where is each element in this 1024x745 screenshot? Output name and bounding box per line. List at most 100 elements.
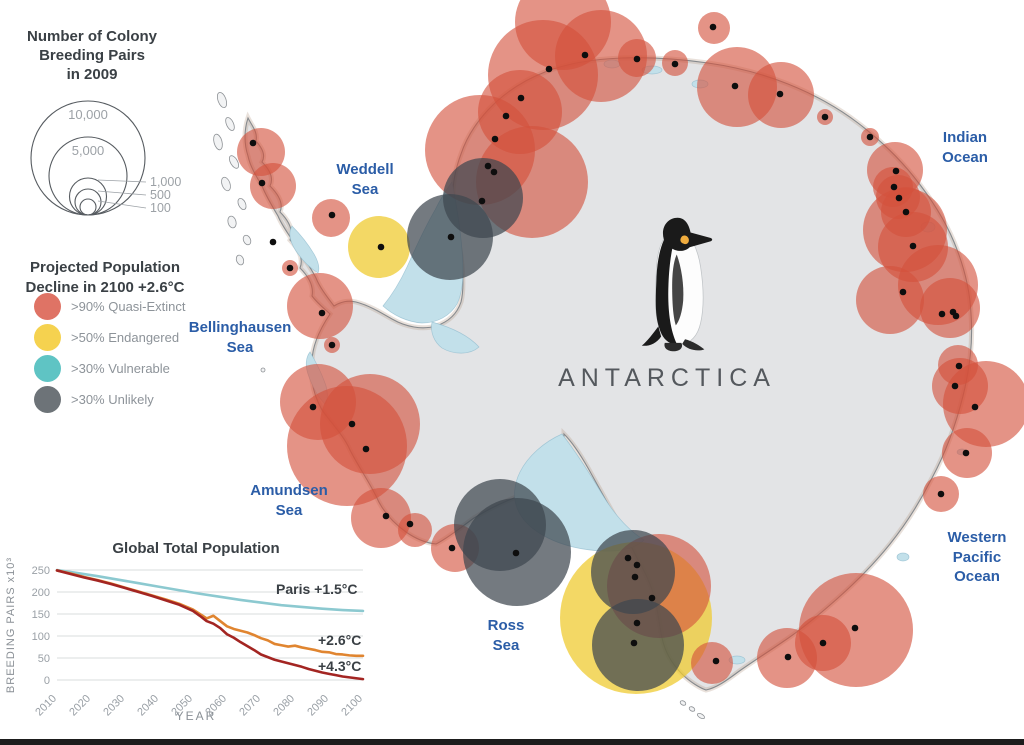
- legend-item-unlikely: >30% Unlikely: [34, 385, 186, 413]
- colony-dot: [902, 208, 910, 216]
- size-legend-label: 1,000: [150, 175, 181, 189]
- size-legend-title: Number of Colony Breeding Pairs in 2009: [27, 28, 157, 83]
- x-tick-label: 2100: [339, 693, 365, 719]
- quasi-extinct-swatch-icon: [34, 292, 61, 320]
- colony-circle: [250, 163, 296, 209]
- colony-dot: [952, 312, 960, 320]
- sea-label-western-pacific: Western Pacific Ocean: [947, 529, 1007, 585]
- colony-dot: [286, 264, 294, 272]
- colony-dot: [362, 445, 370, 453]
- colony-dot: [517, 94, 525, 102]
- colony-dot: [671, 60, 679, 68]
- colony-circle: [351, 488, 411, 548]
- series-line: [55, 568, 365, 613]
- colony-dot: [819, 639, 827, 647]
- y-tick-label: 250: [32, 565, 50, 577]
- colony-dot: [899, 288, 907, 296]
- colony-dot: [709, 23, 717, 31]
- colony-circle: [287, 273, 353, 339]
- size-legend-circle: [68, 177, 108, 216]
- colony-circle: [398, 513, 432, 547]
- colony-dot: [269, 238, 277, 246]
- ice-sliver: [896, 552, 910, 562]
- x-tick-label: 2040: [135, 693, 161, 719]
- y-tick-label: 50: [38, 653, 50, 665]
- colony-dot: [478, 197, 486, 205]
- sea-label-weddell: Weddell Sea: [336, 161, 394, 198]
- colony-dot: [971, 403, 979, 411]
- y-tick-label: 200: [32, 587, 50, 599]
- colony-dot: [890, 183, 898, 191]
- size-legend-label: 500: [150, 188, 171, 202]
- unlikely-swatch-icon: [34, 385, 61, 413]
- colony-dot: [328, 211, 336, 219]
- colony-dot: [502, 112, 510, 120]
- peninsula-ice-strip-upper: [289, 225, 320, 274]
- size-legend-label: 5,000: [72, 143, 105, 158]
- colony-dot: [633, 561, 641, 569]
- colony-dot: [784, 653, 792, 661]
- x-tick-label: 2030: [101, 693, 127, 719]
- colony-dot: [491, 135, 499, 143]
- colony-dot: [955, 362, 963, 370]
- legend-item-endangered: >50% Endangered: [34, 323, 186, 351]
- colony-dot: [631, 573, 639, 581]
- colony-dot: [866, 133, 874, 141]
- colony-dot: [951, 382, 959, 390]
- colony-circle: [592, 599, 684, 691]
- legend-item-quasi-extinct: >90% Quasi-Extinct: [34, 292, 186, 320]
- colony-dot: [633, 619, 641, 627]
- bottom-divider-bar: [0, 739, 1024, 745]
- colony-dot: [447, 233, 455, 241]
- colony-dot: [258, 179, 266, 187]
- series-line: [55, 569, 365, 681]
- colony-dot: [962, 449, 970, 457]
- ronne-ice-shelf-hook: [431, 321, 480, 354]
- colony-dot: [309, 403, 317, 411]
- colony-dot: [648, 594, 656, 602]
- series-label: +4.3°C: [318, 658, 361, 674]
- size-legend-leader-line: [97, 179, 147, 183]
- y-tick-label: 0: [44, 675, 50, 687]
- colony-dot: [490, 168, 498, 176]
- x-tick-label: 2010: [33, 693, 59, 719]
- colony-dot: [581, 51, 589, 59]
- x-tick-label: 2090: [305, 693, 331, 719]
- size-legend-label: 10,000: [68, 107, 108, 122]
- colony-dot: [512, 549, 520, 557]
- size-legend-label: 100: [150, 201, 171, 215]
- series-label: Paris +1.5°C: [276, 581, 357, 597]
- colony-dot: [633, 55, 641, 63]
- chart-title: Global Total Population: [112, 540, 279, 557]
- islands: [213, 91, 706, 720]
- colony-dot: [348, 420, 356, 428]
- continent-label: ANTARCTICA: [558, 364, 776, 392]
- x-tick-label: 2080: [271, 693, 297, 719]
- colony-dot: [545, 65, 553, 73]
- endangered-swatch-icon: [34, 323, 61, 351]
- colony-dot: [776, 90, 784, 98]
- colony-dot: [630, 639, 638, 647]
- x-axis-label: YEAR: [176, 709, 217, 723]
- colony-circle: [691, 642, 733, 684]
- colony-circle: [591, 530, 675, 614]
- colony-dot: [377, 243, 385, 251]
- sea-label-ross: Ross Sea: [487, 617, 525, 654]
- colony-dots-layer: [249, 23, 979, 665]
- vulnerable-swatch-icon: [34, 354, 61, 382]
- colony-dot: [712, 657, 720, 665]
- colony-dot: [406, 520, 414, 528]
- legend-item-vulnerable: >30% Vulnerable: [34, 354, 186, 382]
- colony-circle: [856, 266, 924, 334]
- size-legend-leader-line: [97, 200, 147, 209]
- colony-dot: [892, 167, 900, 175]
- series-label: +2.6°C: [318, 632, 361, 648]
- colony-dot: [851, 624, 859, 632]
- sea-label-amundsen: Amundsen Sea: [250, 482, 328, 519]
- colony-dot: [328, 341, 336, 349]
- x-tick-label: 2020: [67, 693, 93, 719]
- colony-dot: [448, 544, 456, 552]
